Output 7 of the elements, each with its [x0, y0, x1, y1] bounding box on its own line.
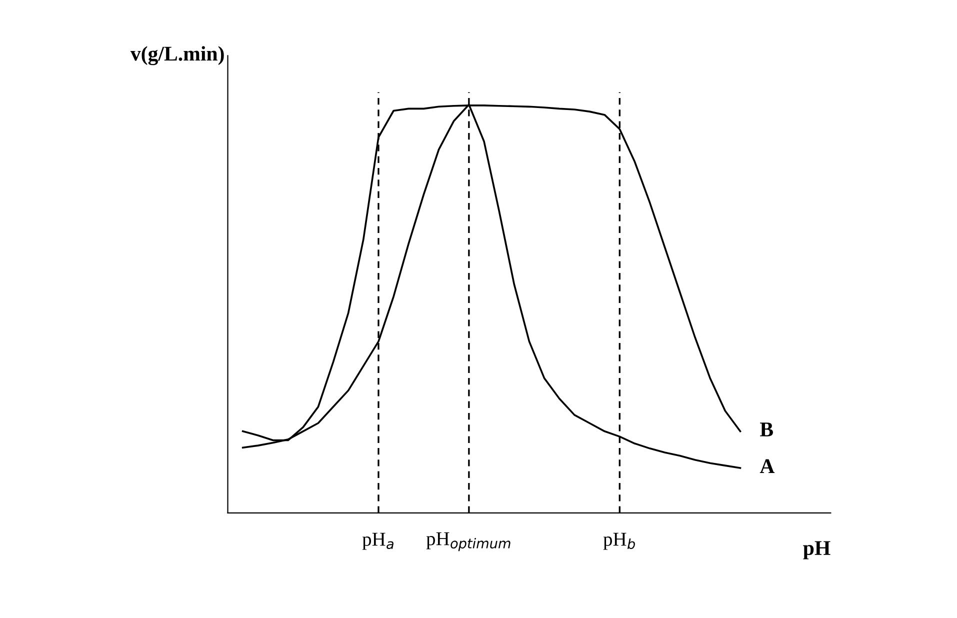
x-tick-label: pH$_{b}$ [603, 532, 635, 550]
x-tick-label: pH$_{a}$ [362, 532, 394, 550]
series-label: B [760, 422, 773, 436]
x-axis-title: pH [803, 541, 830, 560]
y-axis-title: v(g/L.min) [130, 46, 224, 66]
x-tick-label: pH$_{optimum}$ [426, 532, 510, 552]
series-label: A [760, 459, 775, 474]
